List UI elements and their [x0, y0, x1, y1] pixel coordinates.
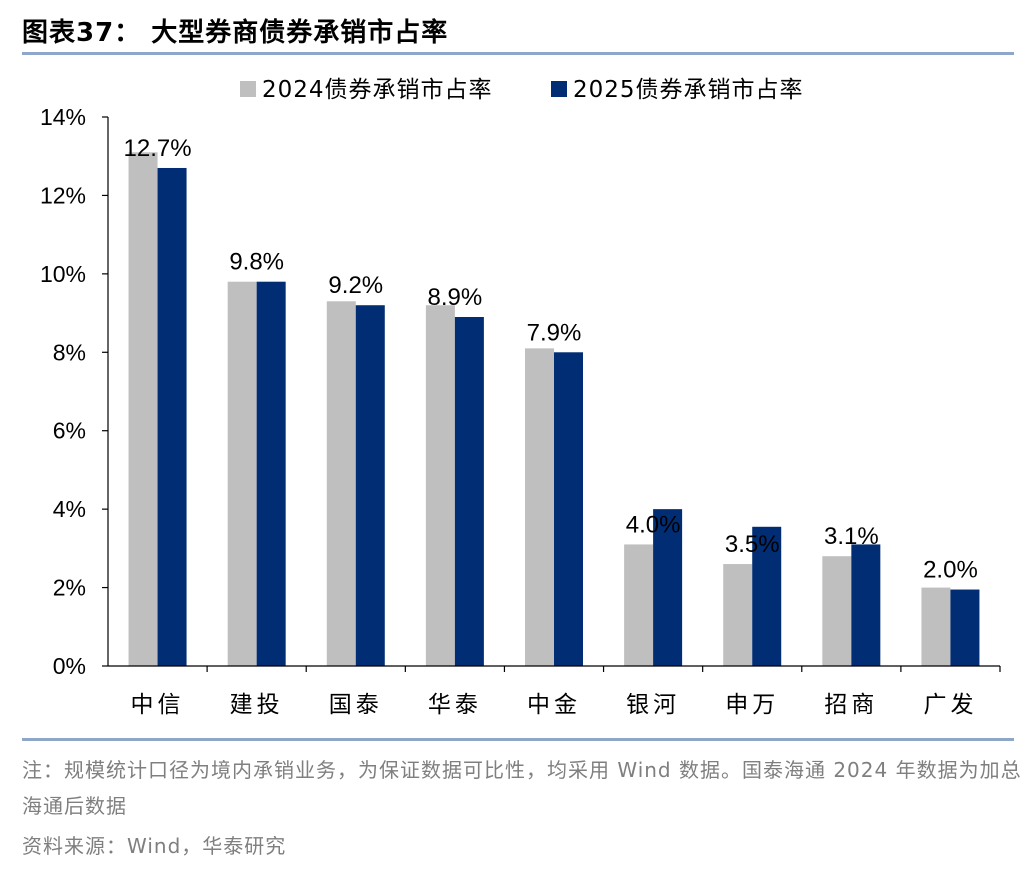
y-tick-label: 6% [53, 418, 86, 444]
legend-swatch-2025 [551, 81, 567, 97]
x-tick-label: 招商 [824, 692, 878, 718]
x-tick-label: 中信 [131, 692, 185, 718]
bar-2024 [723, 564, 753, 666]
x-tick-label: 华泰 [428, 692, 482, 718]
y-tick-label: 0% [53, 653, 86, 679]
x-tick-label: 申万 [725, 692, 779, 718]
bar-2024 [227, 281, 257, 666]
x-tick-label: 银河 [626, 692, 680, 718]
footer-divider [22, 738, 1014, 741]
y-tick-label: 2% [53, 575, 86, 601]
legend-label: 2025债券承销市占率 [573, 77, 804, 103]
bar-2025 [950, 589, 980, 666]
data-label: 3.5% [725, 531, 780, 558]
title-divider [22, 52, 1014, 55]
data-label: 8.9% [428, 284, 483, 311]
y-tick-label: 4% [53, 496, 86, 522]
bar-2024 [326, 301, 356, 666]
figure-source: 资料来源：Wind，华泰研究 [22, 834, 287, 858]
figure-note: 注：规模统计口径为境内承销业务，为保证数据可比性，均采用 Wind 数据。国泰海… [22, 758, 1022, 818]
bar-2025 [554, 352, 583, 666]
bar-2025 [752, 526, 782, 666]
x-tick-label: 广发 [923, 692, 977, 718]
bar-2025 [256, 281, 286, 666]
legend-swatch-2024 [240, 81, 256, 97]
bar-2024 [822, 556, 852, 666]
x-tick-label: 中金 [527, 692, 581, 718]
bar-2025 [851, 544, 881, 666]
legend-label: 2024债券承销市占率 [262, 77, 493, 103]
y-tick-label: 10% [40, 261, 86, 287]
x-tick-label: 国泰 [329, 692, 383, 718]
data-label: 7.9% [527, 319, 582, 346]
bar-2025 [157, 167, 187, 666]
figure-title: 图表37： 大型券商债券承销市占率 [22, 18, 449, 48]
bar-2025 [653, 509, 683, 666]
bar-2024 [525, 348, 554, 666]
data-label: 4.0% [626, 511, 681, 538]
data-label: 12.7% [124, 135, 192, 162]
data-label: 3.1% [824, 523, 879, 550]
data-label: 9.2% [328, 272, 383, 299]
bar-2024 [425, 305, 455, 666]
bar-2024 [624, 544, 654, 666]
data-label: 9.8% [229, 249, 284, 276]
data-label: 2.0% [923, 557, 978, 584]
bar-2025 [454, 316, 484, 666]
bar-2024 [128, 152, 158, 666]
y-tick-label: 14% [40, 104, 86, 130]
x-tick-label: 建投 [230, 692, 284, 718]
y-tick-label: 8% [53, 339, 86, 365]
y-tick-label: 12% [40, 182, 86, 208]
bar-2024 [921, 587, 951, 666]
bar-2025 [355, 305, 385, 666]
bar-chart: 0% 2% 4% 6% 8% 10% 12% 14% 12.7% 中信 9.8% 建投 9.2% 国泰 8.… [40, 77, 1001, 718]
